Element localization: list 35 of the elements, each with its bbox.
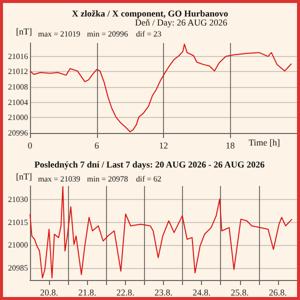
chart-title: Posledných 7 dní / Last 7 days: 20 AUG 2026 - 26 AUG 2026 [34,160,266,170]
x-tick-label: 6 [94,140,100,150]
y-tick-label: 21012 [8,67,28,76]
text: dif = 23 [136,30,162,38]
x-tick-label: 21.8. [78,288,96,298]
x-tick-label: 12 [159,140,168,150]
y-tick-label: 21030 [8,195,28,204]
text: min = 20996 [87,30,128,38]
y-tick-label: 21008 [8,82,28,92]
y-tick-label: 21016 [8,52,28,61]
y-tick-label: 21000 [8,113,28,122]
text: min = 20978 [87,174,128,184]
y-tick-label: 21004 [8,98,28,107]
x-tick-label: 25.8. [230,288,249,298]
x-tick-label: 26.8. [268,288,287,298]
x-tick-label: 0 [28,140,33,150]
y-tick-label: 20996 [8,128,28,138]
x-tick-label: 23.8. [154,288,172,298]
line-series [30,44,292,132]
chart-title: X zložka / X component, GO Hurbanovo [72,8,229,18]
y-tick-label: 20985 [8,263,28,272]
chart-subtitle: Deň / Day: 26 AUG 2026 [135,18,228,28]
y-axis-title: [nT] [16,26,32,36]
y-axis-title: [nT] [16,172,32,182]
y-tick-label: 21015 [8,218,28,227]
text: dif = 62 [136,174,162,184]
x-axis-title: Time [h] [248,138,280,148]
x-tick-label: 20.8. [40,288,58,298]
x-tick-label: 18 [226,140,236,150]
x-tick-label: 22.8. [116,288,134,298]
text: max = 21019 [38,30,80,38]
text: max = 21039 [38,174,80,184]
y-tick-label: 21000 [8,240,28,250]
line-series [30,186,292,278]
x-tick-label: 24.8. [192,288,211,298]
